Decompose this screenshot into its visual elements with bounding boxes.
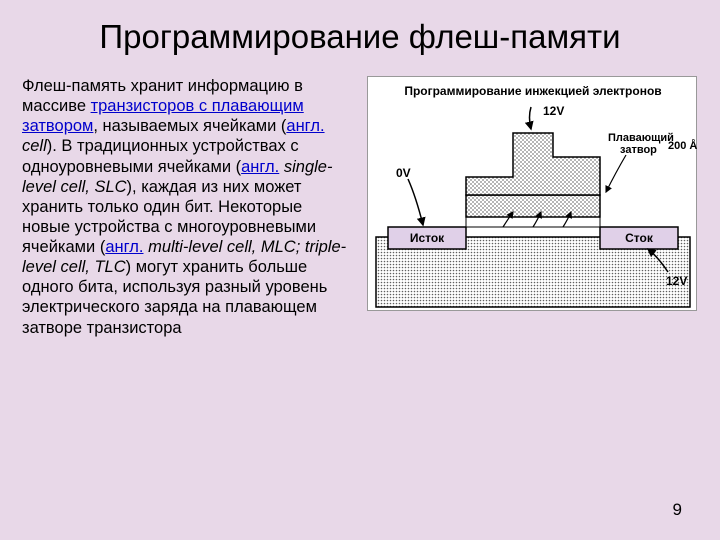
v12-top-label: 12V — [543, 104, 564, 118]
diagram-container: Программирование инжекцией электронов Ис… — [364, 76, 700, 338]
v12-bot-label: 12V — [666, 274, 687, 288]
link-eng-3[interactable]: англ. — [105, 238, 143, 256]
page-title: Программирование флеш-памяти — [0, 0, 720, 64]
transistor-diagram: Программирование инжекцией электронов Ис… — [367, 76, 697, 311]
diagram-title: Программирование инжекцией электронов — [404, 84, 661, 98]
source-label: Исток — [410, 231, 445, 245]
page-number: 9 — [673, 500, 682, 520]
link-eng-2[interactable]: англ. — [241, 158, 279, 176]
link-eng-1[interactable]: англ. — [286, 117, 324, 135]
body-text: Флеш-память хранит информацию в массиве … — [22, 76, 352, 338]
gate-label: Плавающий затвор — [608, 132, 677, 156]
content-row: Флеш-память хранит информацию в массиве … — [0, 64, 720, 338]
distance-label: 200 Å — [668, 139, 697, 152]
term-cell: cell — [22, 137, 47, 155]
text-fragment: , называемых ячейками ( — [93, 117, 286, 135]
drain-label: Сток — [625, 231, 654, 245]
v0-label: 0V — [396, 166, 411, 180]
